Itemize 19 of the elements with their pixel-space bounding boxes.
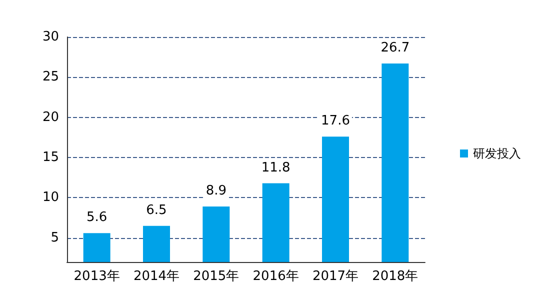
x-tick-label: 2013年 — [74, 269, 120, 284]
data-label: 17.6 — [321, 114, 350, 129]
y-tick-label: 10 — [42, 190, 59, 206]
y-tick-label: 5 — [50, 230, 59, 246]
y-tick-label: 15 — [42, 150, 59, 166]
legend-label: 研发投入 — [473, 146, 521, 160]
data-label: 11.8 — [261, 160, 290, 176]
x-tick-label: 2014年 — [133, 269, 180, 284]
y-tick-label: 25 — [42, 70, 59, 85]
y-tick-label: 20 — [42, 110, 59, 125]
y-tick-label: 30 — [42, 30, 59, 44]
data-label: 26.7 — [380, 40, 410, 56]
x-tick-label: 2016年 — [252, 269, 299, 284]
data-label: 6.5 — [146, 202, 167, 218]
x-tick-label: 2018年 — [372, 269, 418, 284]
x-tick-label: 2015年 — [193, 269, 240, 284]
data-label: 5.6 — [86, 210, 108, 226]
data-label: 8.9 — [206, 184, 227, 199]
x-tick-label: 2017年 — [312, 269, 359, 284]
